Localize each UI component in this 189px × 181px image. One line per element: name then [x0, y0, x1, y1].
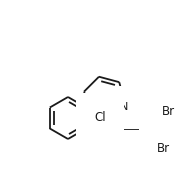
Text: N: N: [120, 102, 129, 113]
Text: Cl: Cl: [94, 111, 106, 124]
Text: Br: Br: [161, 105, 174, 118]
Text: Br: Br: [157, 142, 170, 155]
